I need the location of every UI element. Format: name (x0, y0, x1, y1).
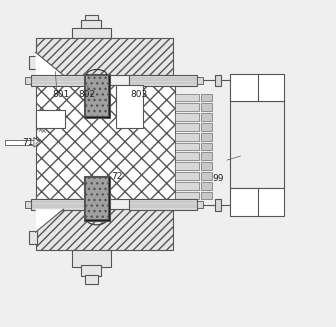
Bar (31, 75, 100, 86)
Bar (198, 77, 203, 84)
Bar (36, 209, 173, 250)
Bar (81, 265, 101, 276)
Bar (198, 201, 203, 208)
Bar (36, 85, 174, 199)
Bar (29, 231, 37, 244)
Bar (174, 143, 199, 150)
Bar (174, 192, 199, 199)
Bar (201, 192, 212, 199)
Bar (85, 177, 108, 219)
Bar (81, 20, 101, 29)
Bar (84, 74, 110, 118)
Text: 71: 71 (23, 138, 34, 147)
Bar (116, 85, 143, 128)
Text: 802: 802 (78, 90, 95, 99)
Polygon shape (34, 137, 40, 147)
Bar (201, 182, 212, 190)
Polygon shape (36, 52, 64, 75)
Bar (129, 199, 198, 210)
Bar (129, 75, 198, 86)
Bar (215, 75, 221, 86)
Bar (201, 103, 212, 111)
Bar (85, 15, 98, 21)
Bar (174, 113, 199, 121)
Bar (201, 172, 212, 180)
Bar (31, 199, 100, 210)
Text: 803: 803 (130, 90, 148, 99)
Bar (230, 188, 284, 216)
Bar (174, 172, 199, 180)
Bar (174, 94, 199, 101)
Polygon shape (36, 209, 64, 232)
Bar (201, 123, 212, 131)
Bar (29, 56, 37, 69)
Bar (72, 28, 111, 38)
Bar (174, 162, 199, 170)
Bar (25, 201, 31, 208)
Bar (174, 103, 199, 111)
Bar (85, 275, 98, 284)
Text: 72: 72 (111, 172, 122, 181)
Bar (201, 143, 212, 150)
Bar (174, 133, 199, 141)
Bar (174, 123, 199, 131)
Bar (201, 152, 212, 160)
Bar (174, 182, 199, 190)
Bar (201, 94, 212, 101)
Bar (174, 152, 199, 160)
Bar (84, 176, 110, 221)
Bar (4, 140, 34, 145)
Bar (36, 38, 173, 75)
Bar (201, 113, 212, 121)
Bar (72, 250, 111, 267)
Bar (25, 77, 31, 84)
Bar (215, 199, 221, 211)
Bar (201, 133, 212, 141)
Bar (230, 74, 284, 101)
Bar (201, 162, 212, 170)
Bar (36, 110, 65, 128)
Bar (85, 75, 108, 116)
Text: 801: 801 (52, 90, 69, 99)
Text: 99: 99 (212, 174, 224, 183)
